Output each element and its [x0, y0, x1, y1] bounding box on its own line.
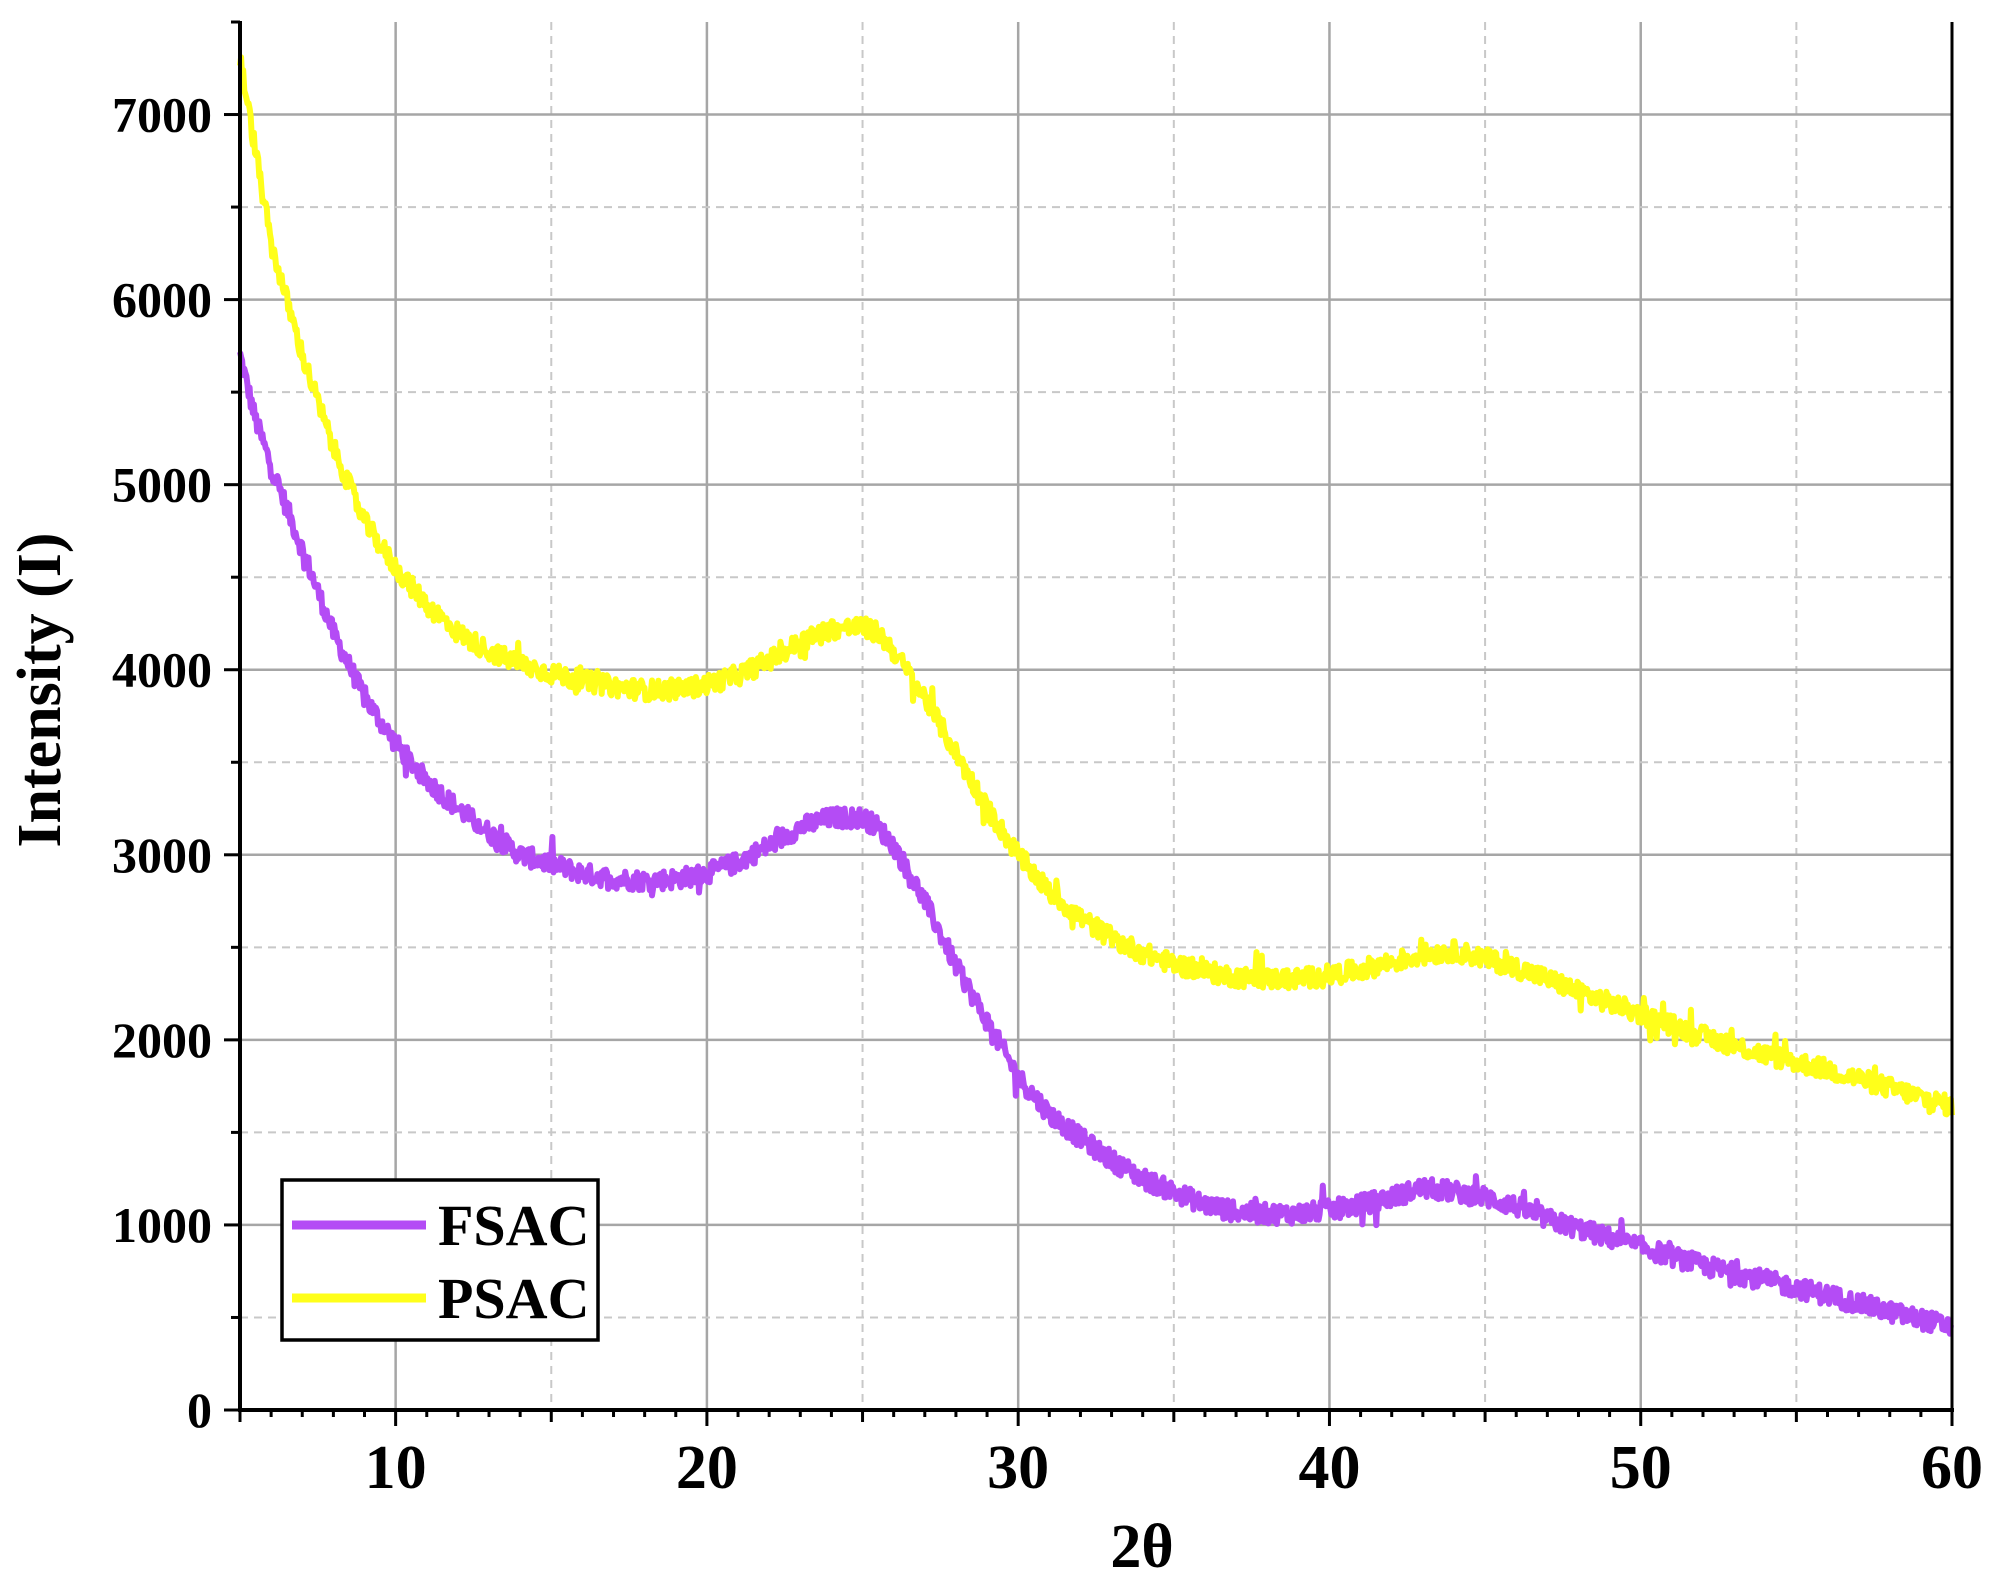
axes — [238, 21, 1954, 1412]
x-tick-label: 50 — [1610, 1434, 1672, 1502]
y-tick-label: 2000 — [112, 1012, 212, 1068]
series-line-fsac — [237, 351, 1954, 1337]
y-tick-label: 1000 — [112, 1197, 212, 1253]
legend-label-fsac: FSAC — [438, 1193, 589, 1258]
tick-labels: 10 20 30 40 50 60 0 1000 2000 3000 4000 5000 6000 700… — [112, 20, 1983, 1502]
legend-box — [280, 1178, 600, 1342]
grid — [240, 22, 1952, 1410]
x-axis-title: 2θ — [1110, 1513, 1173, 1580]
x-tick-label: 10 — [365, 1434, 427, 1502]
y-tick-label: 3000 — [112, 827, 212, 883]
y-tick-label: 6000 — [112, 272, 212, 328]
y-tick-label: 4000 — [112, 642, 212, 698]
x-tick-label: 30 — [987, 1434, 1049, 1502]
y-tick-label: 0 — [187, 1382, 212, 1438]
x-tick-label: 20 — [676, 1434, 738, 1502]
series-lines — [237, 54, 1955, 1337]
legend: FSAC PSAC — [280, 1178, 600, 1342]
y-tick-label: 7000 — [112, 87, 212, 143]
legend-label-psac: PSAC — [438, 1266, 589, 1331]
x-tick-label: 40 — [1298, 1434, 1360, 1502]
y-axis-title: Intensity (I) — [6, 532, 74, 847]
series-line-psac — [237, 54, 1955, 1118]
y-tick-label: 5000 — [112, 457, 212, 513]
x-tick-label: 60 — [1921, 1434, 1983, 1502]
